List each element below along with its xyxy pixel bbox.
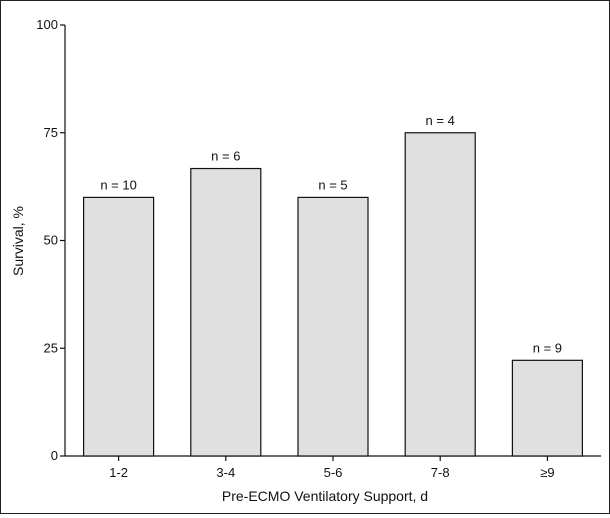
x-tick-label: 7-8	[431, 465, 450, 480]
bar-data-label: n = 9	[533, 340, 562, 355]
bar-data-label: n = 10	[100, 177, 137, 192]
y-axis-title: Survival, %	[10, 206, 26, 276]
bar-data-label: n = 5	[318, 177, 347, 192]
bar-1	[82, 196, 155, 457]
x-tick-label: 5-6	[324, 465, 343, 480]
y-tick-label: 75	[44, 125, 58, 140]
x-tick-label: 3-4	[216, 465, 235, 480]
x-tick-label: ≥9	[540, 465, 554, 480]
bar-3	[297, 196, 369, 457]
axes: 0 25 50 75 100	[36, 17, 601, 463]
bar-4	[404, 132, 476, 457]
x-axis-title: Pre-ECMO Ventilatory Support, d	[222, 488, 428, 504]
y-tick-label: 100	[36, 17, 58, 32]
bar-5	[511, 359, 583, 457]
labels: 1-2 n = 10 3-4 n = 6 5-6 n = 5 7-8 n = 4 ≥9 n = 9	[100, 113, 562, 480]
x-tick-label: 1-2	[109, 465, 128, 480]
bar-2	[190, 167, 262, 457]
y-tick-label: 0	[51, 448, 58, 463]
bars	[82, 132, 583, 457]
bar-data-label: n = 4	[426, 113, 455, 128]
y-tick-label: 25	[44, 340, 58, 355]
y-tick-label: 50	[44, 233, 58, 248]
bar-data-label: n = 6	[211, 149, 240, 164]
